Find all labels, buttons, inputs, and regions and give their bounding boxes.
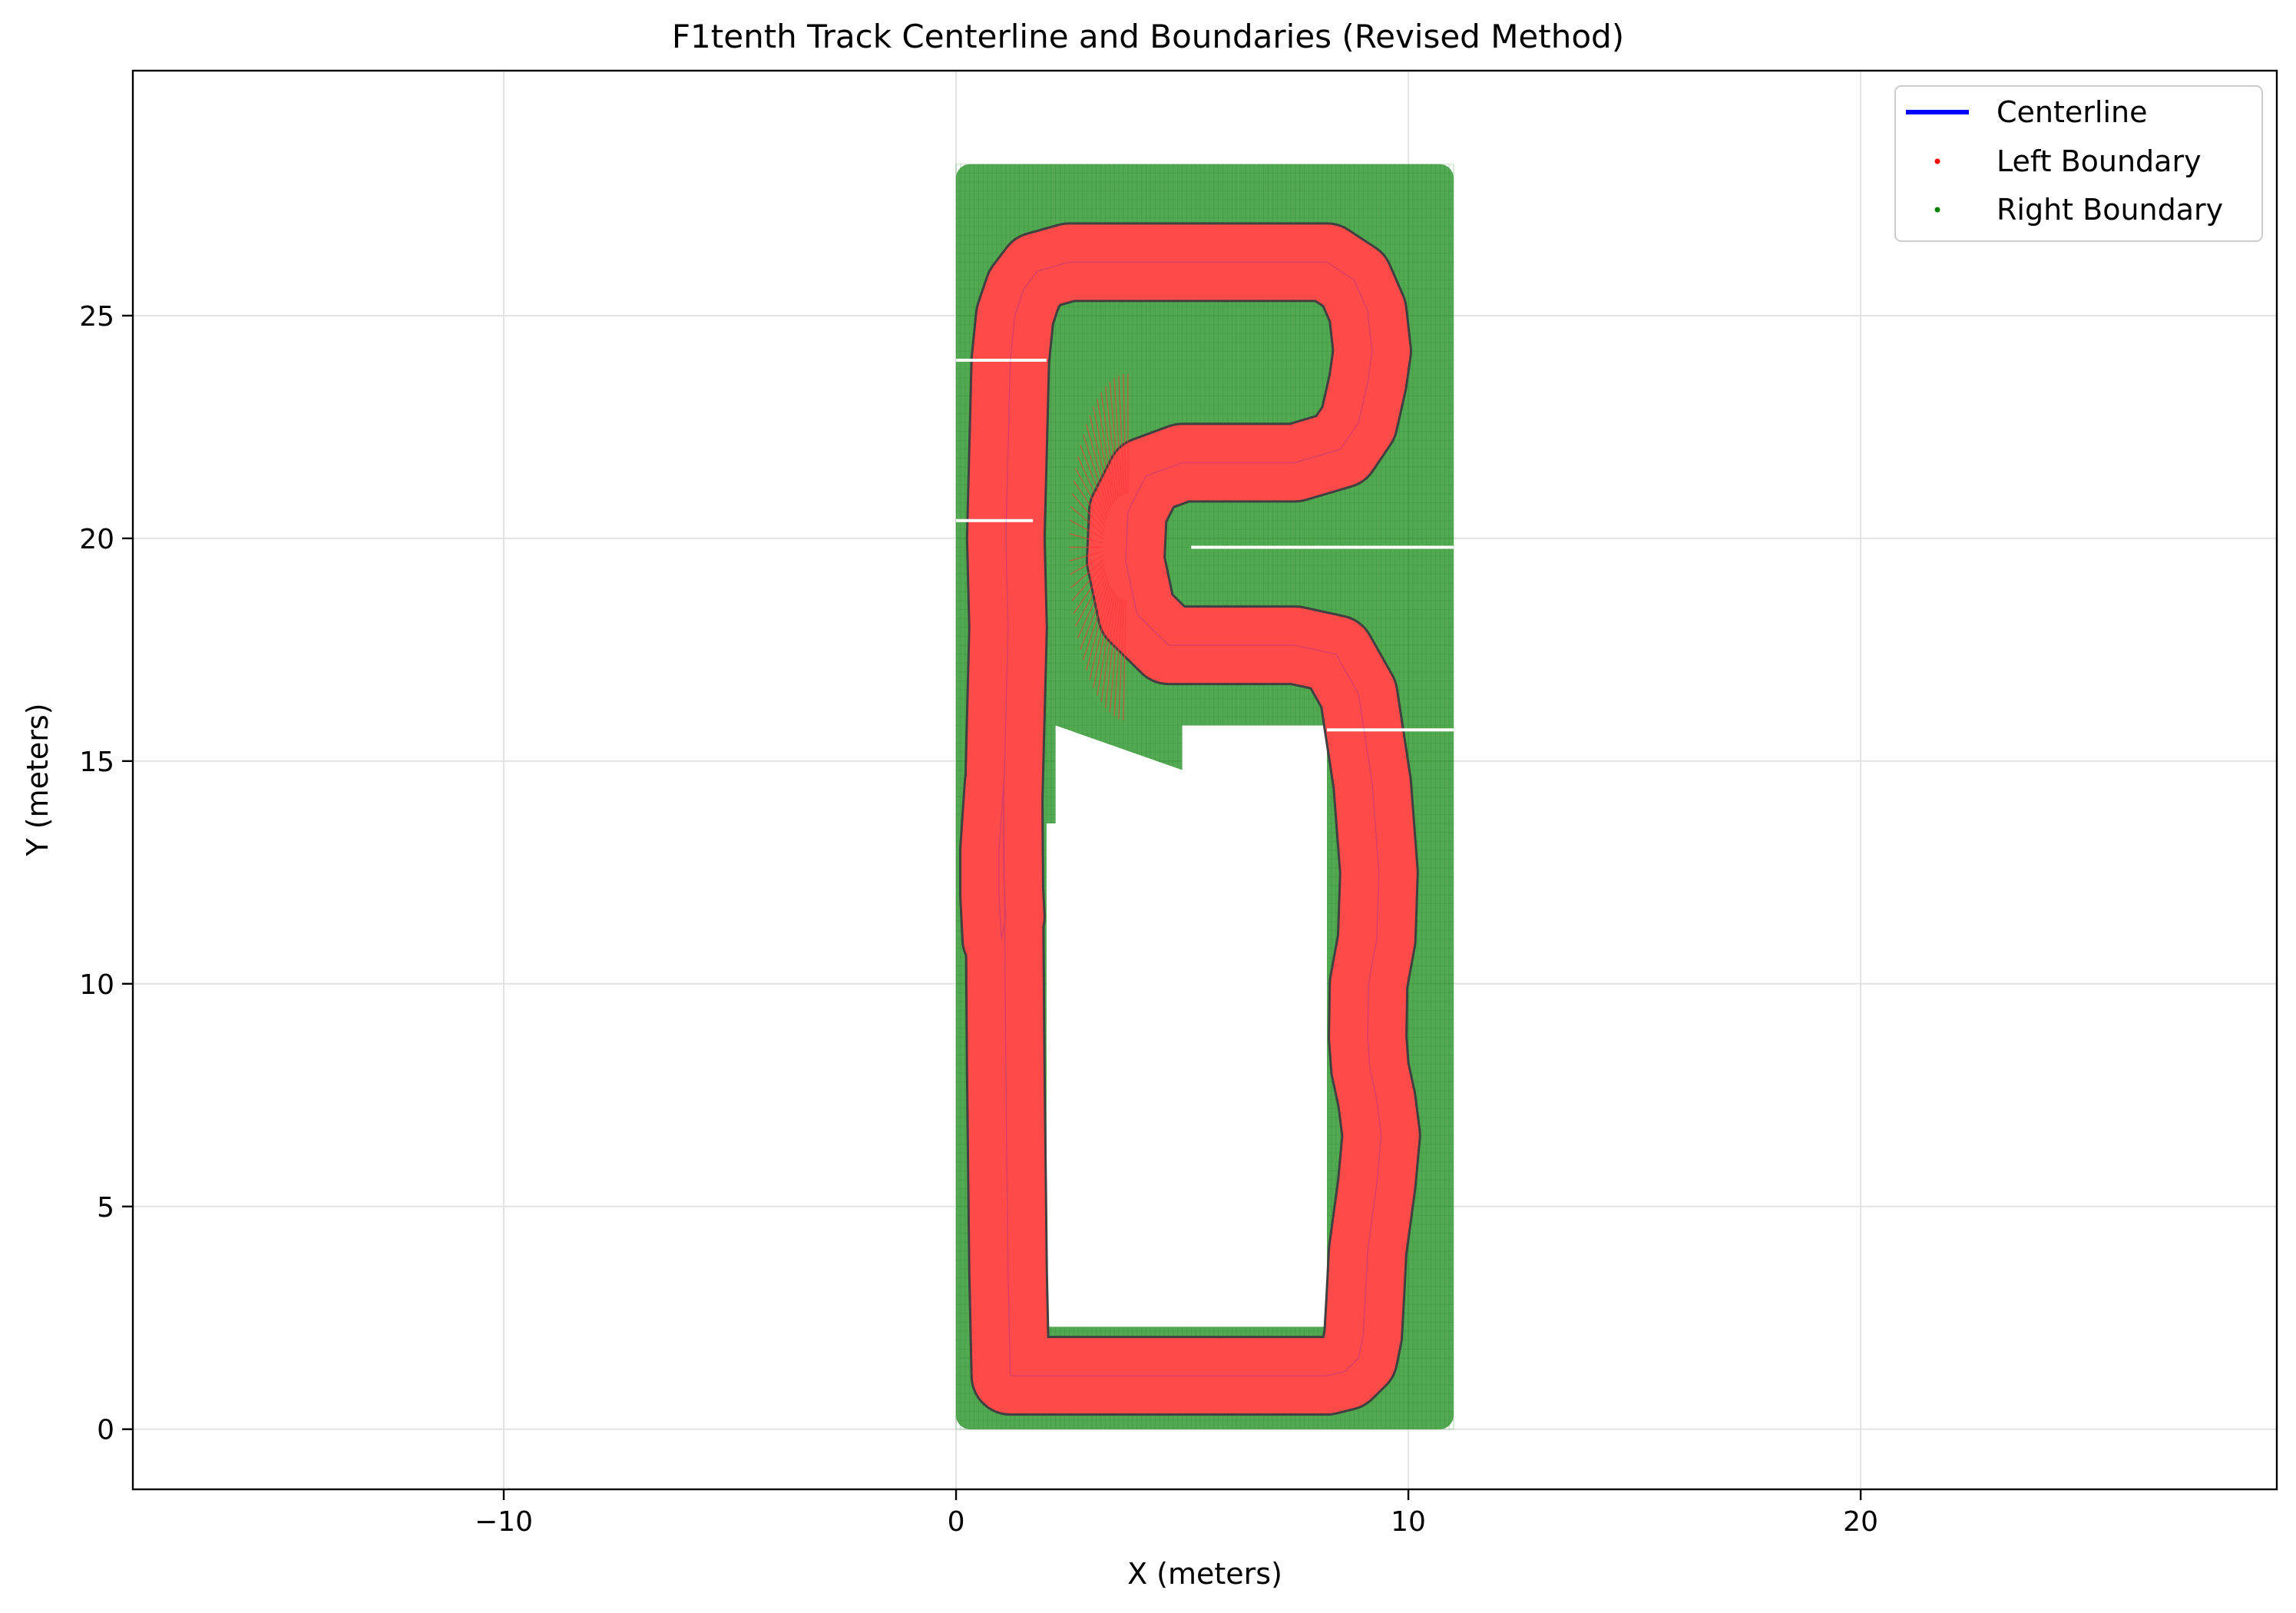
left-ray [1123,600,1127,720]
left-ray [1080,578,1109,650]
infield-region [1055,725,1328,824]
legend-right-swatch [1934,207,1940,213]
left-ray [1089,415,1113,507]
left-ray [1097,592,1116,696]
left-ray [1073,480,1106,528]
legend-left-swatch [1934,158,1940,164]
left-ray [1109,598,1121,713]
chart-title: F1tenth Track Centerline and Boundaries … [672,18,1624,55]
left-ray [1086,424,1111,510]
x-tick-label: 0 [948,1506,965,1538]
y-tick-label: 25 [79,301,114,333]
legend-box [1894,85,2263,242]
legend: Centerline Left Boundary Right Boundary [1894,85,2263,242]
left-ray-group [1069,373,1129,720]
legend-centerline-label: Centerline [1997,95,2147,129]
legend-left-label: Left Boundary [1997,144,2202,178]
left-ray [1093,590,1114,688]
x-tick-label: 10 [1391,1506,1426,1538]
left-ray [1109,382,1121,497]
left-ray [1082,581,1110,661]
left-ray [1077,575,1107,638]
left-ray [1069,551,1103,561]
left-ray [1100,392,1117,500]
centerline-series [998,261,1382,1376]
left-ray [1118,600,1125,719]
x-axis-label: X (meters) [1127,1557,1282,1591]
left-ray [1089,588,1113,680]
y-axis-label: Y (meters) [21,703,55,856]
left-ray [1123,374,1127,495]
left-ray [1080,445,1109,516]
left-ray [1070,559,1104,588]
left-ray [1086,585,1111,671]
left-ray [1113,378,1123,495]
left-ray [1093,406,1114,505]
left-ray [1075,571,1107,627]
centerline-layer [998,261,1382,1376]
left-ray [1071,563,1105,601]
left-ray [1069,519,1104,540]
left-ray [1100,595,1117,703]
left-ray [1075,468,1107,524]
left-ray [1082,434,1110,513]
x-ticks: −10 0 10 20 [475,1489,1878,1538]
left-ray [1069,533,1103,544]
infield-region [1046,823,1328,1327]
left-boundary-region [961,224,1419,1414]
track-shapes [955,164,1454,1430]
y-tick-label: 0 [97,1415,114,1446]
y-tick-label: 10 [79,969,114,1001]
y-tick-label: 15 [79,747,114,778]
x-tick-label: 20 [1843,1506,1878,1538]
left-ray [1113,599,1123,717]
left-ray [1071,493,1105,532]
gap-lines [956,358,1454,732]
left-ray [1070,506,1104,535]
left-ray [1069,555,1104,575]
legend-right-label: Right Boundary [1997,193,2223,227]
left-ray [1073,567,1106,614]
y-tick-label: 20 [79,524,114,555]
left-ray [1104,386,1120,498]
plot-border [131,69,2278,1491]
left-ray [1097,399,1116,502]
left-ray [1118,376,1125,495]
y-tick-label: 5 [97,1192,114,1224]
x-tick-label: −10 [475,1506,533,1538]
left-ray [1104,596,1120,708]
left-ray [1077,456,1107,520]
y-ticks: 0 5 10 15 20 25 [79,301,133,1446]
